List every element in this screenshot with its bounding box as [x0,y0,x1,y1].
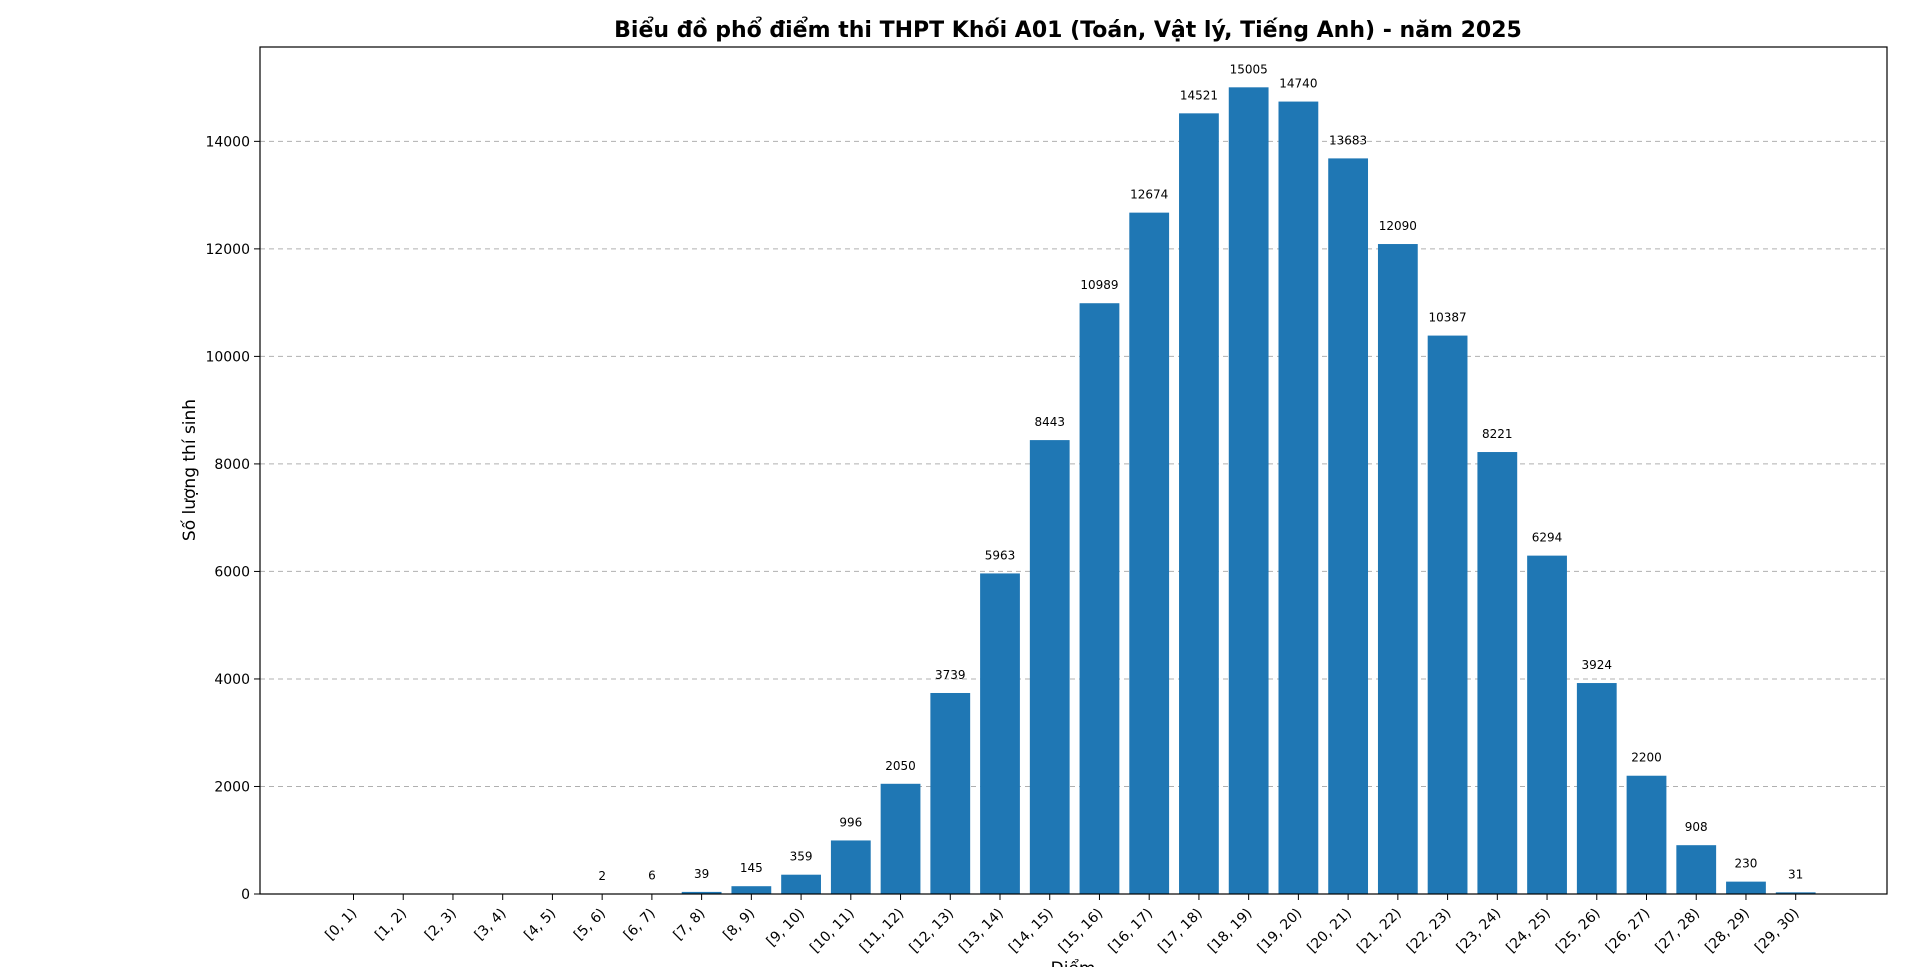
bar [1427,335,1468,894]
x-tick-label: [12, 13) [907,906,958,957]
x-tick-label: [28, 29) [1702,906,1753,957]
bar-value-label: 2 [598,869,606,883]
bar-value-label: 908 [1685,820,1708,834]
grid-lines [260,140,1887,787]
bar-value-label: 5963 [985,548,1016,562]
x-tick-label: [23, 24) [1454,906,1505,957]
x-axis-label: Điểm [1051,958,1096,967]
y-tick-label: 0 [241,887,250,903]
x-tick-label: [29, 30) [1752,906,1803,957]
bar [1477,452,1518,894]
bar [681,891,722,894]
bar-value-label: 31 [1788,867,1803,881]
bar [1228,87,1269,894]
x-tick-label: [6, 7) [621,906,659,944]
x-tick-label: [13, 14) [956,906,1007,957]
x-tick-label: [15, 16) [1056,906,1107,957]
y-tick-label: 6000 [214,564,250,580]
x-tick-label: [25, 26) [1553,906,1604,957]
bar [1576,683,1617,894]
bars [582,87,1816,895]
bar-value-label: 2050 [885,759,916,773]
chart-title: Biểu đồ phổ điểm thi THPT Khối A01 (Toán… [614,17,1522,43]
y-axis: 0 2000 4000 6000 8000 10000 12000 14000 [205,134,260,903]
x-tick-label: [27, 28) [1653,906,1704,957]
x-tick-label: [14, 15) [1006,906,1057,957]
y-tick-label: 14000 [205,134,250,150]
bar [1029,440,1070,894]
y-tick-label: 12000 [205,242,250,258]
bar-value-label: 145 [740,861,763,875]
bar-value-label: 39 [694,867,709,881]
bar-value-label: 10989 [1080,278,1118,292]
bar-value-label: 10387 [1428,311,1466,325]
bar [1129,212,1170,895]
x-tick-label: [4, 5) [521,906,559,944]
bar [1726,881,1766,894]
bar-value-label: 6 [648,869,656,883]
bar [1377,244,1418,894]
x-tick-label: [11, 12) [857,906,908,957]
bar-value-label: 996 [839,815,862,829]
bar-value-label: 6294 [1532,531,1563,545]
x-tick-label: [26, 27) [1603,906,1654,957]
bar-value-label: 8443 [1034,415,1065,429]
y-tick-label: 4000 [214,672,250,688]
bar [1775,892,1816,894]
bar [930,692,971,894]
x-tick-label: [1, 2) [372,906,410,944]
bar [880,783,921,894]
bar-value-label: 230 [1735,857,1758,871]
bar-value-label: 12674 [1130,188,1168,202]
x-tick-label: [9, 10) [764,906,808,950]
y-tick-label: 10000 [205,349,250,365]
bar [830,840,871,894]
bar-value-label: 359 [790,850,813,864]
bar [1676,845,1717,894]
x-tick-label: [16, 17) [1106,906,1157,957]
x-tick-label: [3, 4) [472,906,510,944]
y-tick-label: 2000 [214,779,250,795]
plot-frame [259,46,1888,895]
bar-value-label: 13683 [1329,133,1367,147]
bar [781,874,821,894]
bar-value-label: 3924 [1582,658,1613,672]
bar [1626,775,1667,894]
x-tick-label: [5, 6) [571,906,609,944]
bar-value-label: 12090 [1379,219,1417,233]
x-tick-label: [0, 1) [322,906,360,944]
bar [1527,555,1567,894]
bar-value-label: 14740 [1279,77,1317,91]
x-tick-label: [24, 25) [1503,906,1554,957]
x-tick-label: [2, 3) [422,906,460,944]
bar [731,886,772,894]
bar [980,573,1020,894]
bar-value-label: 15005 [1230,62,1268,76]
bar-value-label: 3739 [935,668,966,682]
y-axis-label: Số lượng thí sinh [179,399,200,541]
bar-value-label: 8221 [1482,427,1513,441]
x-tick-label: [19, 20) [1255,906,1306,957]
x-tick-label: [8, 9) [720,906,758,944]
x-tick-label: [17, 18) [1155,906,1206,957]
x-tick-label: [20, 21) [1304,906,1355,957]
x-tick-label: [22, 23) [1404,906,1455,957]
x-tick-label: [21, 22) [1354,906,1405,957]
bar [1278,101,1319,894]
y-tick-label: 8000 [214,457,250,473]
data-labels: 2 6 39 145 359 996 2050 3739 5963 8443 10989 12674 1… [598,62,1803,883]
bar [1179,113,1219,895]
x-tick-label: [18, 19) [1205,906,1256,957]
x-axis: [0, 1) [1, 2) [2, 3) [3, 4) [4, 5) [5, 6) [6, … [322,894,1803,957]
x-tick-label: [10, 11) [807,906,858,957]
bar [1079,303,1120,895]
bar [1328,158,1369,894]
bar-value-label: 2200 [1631,751,1662,765]
x-tick-label: [7, 8) [671,906,709,944]
bar-value-label: 14521 [1180,88,1218,102]
